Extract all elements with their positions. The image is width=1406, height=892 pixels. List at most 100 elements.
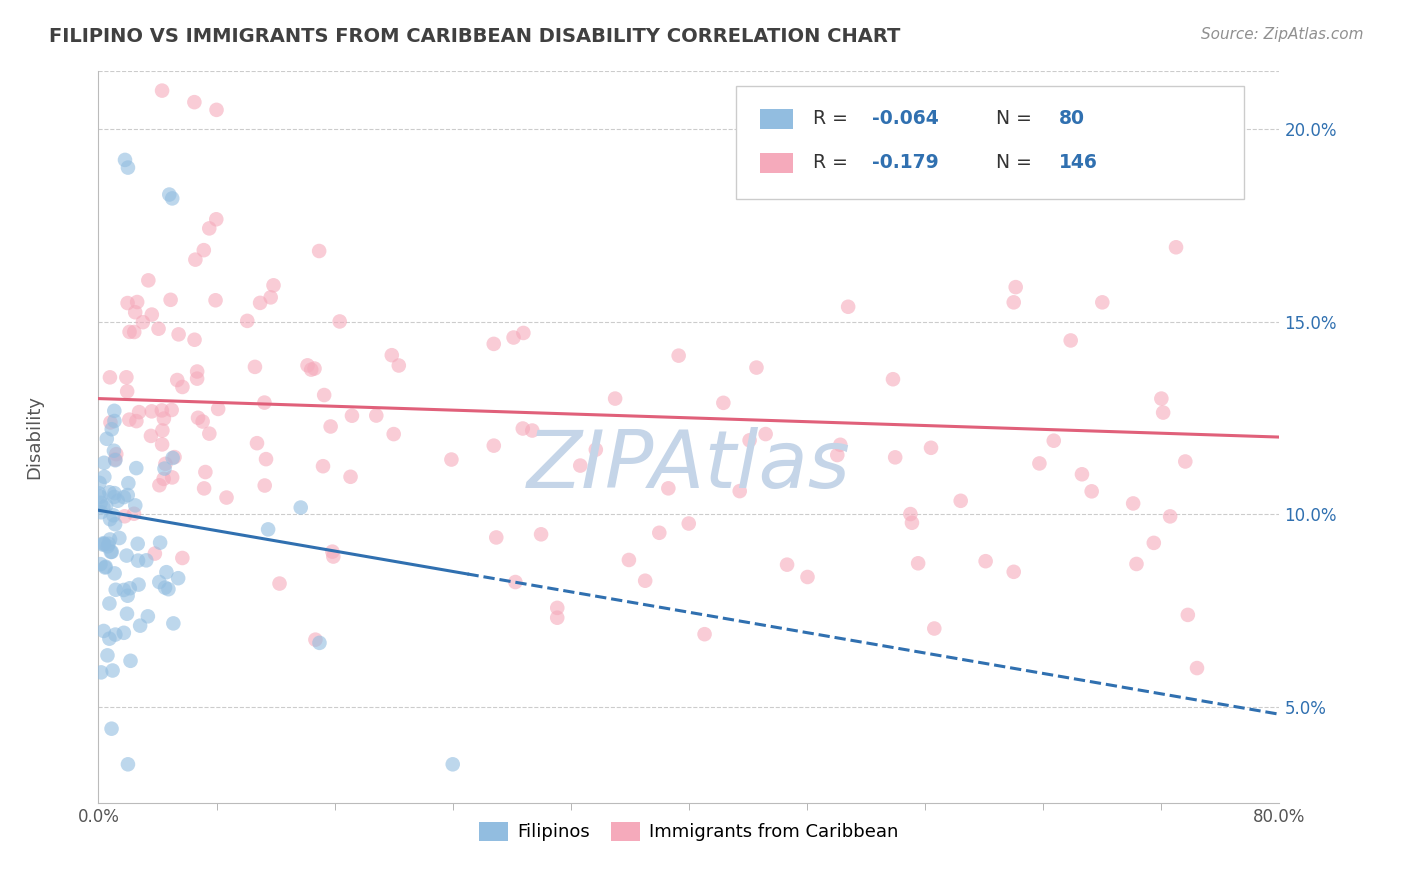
Point xyxy=(153,411,176,425)
Point xyxy=(257,522,280,536)
Point xyxy=(949,493,972,508)
Point xyxy=(1174,454,1197,468)
Point xyxy=(107,493,129,508)
Point xyxy=(117,488,139,502)
Point xyxy=(634,574,657,588)
Point xyxy=(122,507,145,521)
Point xyxy=(388,359,411,373)
Point xyxy=(1042,434,1064,448)
Point xyxy=(482,439,505,453)
Point xyxy=(920,441,942,455)
Point xyxy=(125,414,148,428)
Point xyxy=(118,581,141,595)
Point xyxy=(97,537,120,551)
Point xyxy=(117,757,139,772)
Point xyxy=(100,416,122,430)
Point xyxy=(115,370,138,384)
Point xyxy=(693,627,716,641)
Point xyxy=(135,553,157,567)
Point xyxy=(167,571,190,585)
Point xyxy=(96,648,118,663)
Point xyxy=(115,607,138,621)
Point xyxy=(89,557,111,571)
Point xyxy=(124,499,146,513)
Point xyxy=(141,404,163,418)
Point xyxy=(122,325,145,339)
Point xyxy=(148,322,170,336)
Point xyxy=(105,447,128,461)
Point xyxy=(381,348,404,362)
Point xyxy=(160,470,183,484)
Point xyxy=(366,409,388,423)
Point xyxy=(148,478,170,492)
Point xyxy=(441,757,464,772)
Point xyxy=(1164,240,1187,254)
Point xyxy=(125,461,148,475)
Point xyxy=(260,290,283,304)
Point xyxy=(312,459,335,474)
Point xyxy=(1185,661,1208,675)
Point xyxy=(796,570,818,584)
Point xyxy=(100,545,122,559)
Point xyxy=(193,482,215,496)
Point xyxy=(440,452,463,467)
Point xyxy=(184,252,207,267)
Point xyxy=(253,478,276,492)
Point xyxy=(249,296,271,310)
Point xyxy=(104,582,127,597)
Point xyxy=(153,581,176,595)
Point xyxy=(90,505,112,519)
Point xyxy=(485,531,508,545)
Point xyxy=(1071,467,1094,482)
Text: N =: N = xyxy=(995,110,1032,128)
FancyBboxPatch shape xyxy=(737,86,1244,200)
Y-axis label: Disability: Disability xyxy=(25,395,42,479)
Point xyxy=(94,499,117,513)
Point xyxy=(100,545,122,559)
Point xyxy=(150,403,173,417)
Point xyxy=(530,527,553,541)
Point xyxy=(128,405,150,419)
Point xyxy=(1159,509,1181,524)
Point xyxy=(115,384,138,399)
Text: R =: R = xyxy=(813,153,848,172)
Point xyxy=(605,392,627,406)
Point xyxy=(138,273,160,287)
Point xyxy=(97,540,120,554)
Text: -0.179: -0.179 xyxy=(872,153,939,172)
Point xyxy=(117,589,139,603)
FancyBboxPatch shape xyxy=(759,153,793,173)
Point xyxy=(546,611,568,625)
Point xyxy=(104,452,127,467)
Point xyxy=(103,508,125,523)
Point xyxy=(1091,295,1114,310)
Point xyxy=(104,566,127,581)
Point xyxy=(155,457,177,471)
Point xyxy=(89,490,111,504)
Text: -0.064: -0.064 xyxy=(872,110,939,128)
Point xyxy=(157,187,180,202)
Point xyxy=(149,535,172,549)
Point xyxy=(246,436,269,450)
Point xyxy=(1060,334,1083,348)
Point xyxy=(101,664,124,678)
Point xyxy=(512,326,534,340)
Point xyxy=(159,293,181,307)
Point xyxy=(112,625,135,640)
Point xyxy=(1177,607,1199,622)
Point xyxy=(150,84,173,98)
Point xyxy=(98,370,121,384)
Point xyxy=(1125,557,1147,571)
Point xyxy=(90,496,112,510)
Point xyxy=(745,360,768,375)
Point xyxy=(103,443,125,458)
Point xyxy=(118,412,141,426)
Point xyxy=(308,244,330,258)
Point xyxy=(157,582,180,597)
Point xyxy=(1150,179,1173,194)
Point xyxy=(382,427,405,442)
Point xyxy=(505,575,527,590)
Point xyxy=(569,458,592,473)
Point xyxy=(98,533,121,547)
Point xyxy=(678,516,700,531)
